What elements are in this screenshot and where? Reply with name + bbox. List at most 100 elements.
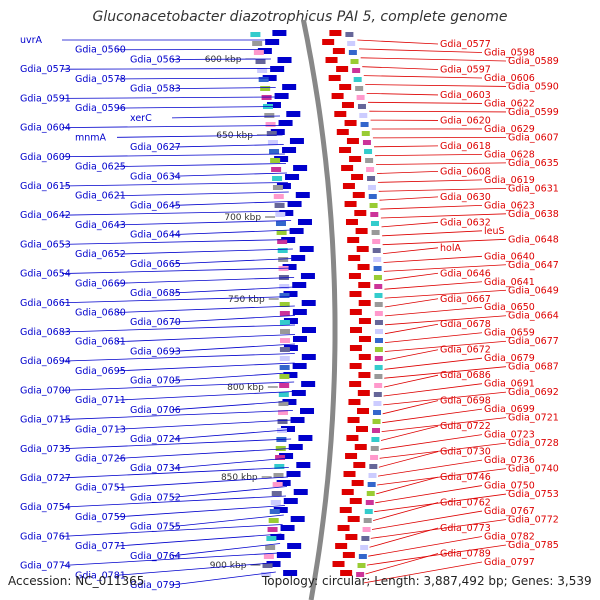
gene-feature xyxy=(372,239,381,244)
leader-line-left xyxy=(171,457,290,469)
leader-line-right xyxy=(381,417,507,432)
gene-feature xyxy=(267,140,278,145)
leader-line-left xyxy=(61,125,282,128)
leader-line-right xyxy=(357,39,439,45)
gene-label-right: Gdia_0632 xyxy=(440,217,491,228)
gene-feature xyxy=(279,347,290,352)
gene-feature xyxy=(269,149,280,154)
gene-block-right xyxy=(341,489,354,495)
gene-feature xyxy=(275,221,286,226)
gene-label-right: Gdia_0629 xyxy=(484,124,535,135)
gene-block-left xyxy=(274,156,289,162)
gene-block-right xyxy=(358,318,371,324)
gene-feature xyxy=(279,293,290,298)
gene-block-right xyxy=(358,354,371,360)
gene-label-right: Gdia_0620 xyxy=(440,115,491,126)
leader-line-left xyxy=(171,486,288,498)
leader-line-left xyxy=(116,305,295,313)
gene-block-right xyxy=(348,255,361,261)
gene-feature xyxy=(273,194,284,199)
leader-line-right xyxy=(363,561,483,584)
gene-label-right: Gdia_0722 xyxy=(440,421,491,432)
gene-block-left xyxy=(282,399,297,405)
gene-block-left xyxy=(279,210,294,216)
gene-block-right xyxy=(354,210,367,216)
gene-block-right xyxy=(332,48,345,54)
gene-feature xyxy=(278,401,289,406)
leader-line-right xyxy=(382,230,483,237)
gene-feature xyxy=(273,473,284,478)
gene-feature xyxy=(257,68,268,73)
gene-block-right xyxy=(347,417,360,423)
leader-line-left xyxy=(171,514,284,528)
gene-label-left: Gdia_0644 xyxy=(130,230,181,241)
gene-label-left: Gdia_0693 xyxy=(130,346,181,357)
gene-label-left: Gdia_0670 xyxy=(130,317,181,328)
gene-label-left: Gdia_0705 xyxy=(130,376,181,387)
leader-line-right xyxy=(368,101,483,104)
gene-feature xyxy=(253,50,264,55)
gene-label-right: Gdia_0603 xyxy=(440,90,491,101)
gene-feature xyxy=(373,410,382,415)
leader-line-right xyxy=(384,289,507,299)
gene-block-right xyxy=(343,471,356,477)
gene-feature xyxy=(369,464,378,469)
leader-line-left xyxy=(171,115,281,119)
gene-label-right: Gdia_0753 xyxy=(508,489,559,500)
gene-feature xyxy=(358,554,367,559)
gene-label-right: Gdia_0746 xyxy=(440,472,491,483)
leader-line-left xyxy=(116,248,293,255)
gene-block-left xyxy=(295,192,310,198)
accession-text: Accession: NC_011365 xyxy=(8,574,145,588)
gene-label-right: Gdia_0638 xyxy=(508,209,559,220)
leader-line-right xyxy=(383,374,439,388)
gene-feature xyxy=(367,185,376,190)
gene-label-right: Gdia_0577 xyxy=(440,39,491,50)
gene-feature xyxy=(370,212,379,217)
gene-label-left: Gdia_0578 xyxy=(75,74,126,85)
leader-line-left xyxy=(116,277,295,284)
leader-line-left xyxy=(116,505,285,518)
gene-label-left: Gdia_0654 xyxy=(20,269,71,280)
gene-block-left xyxy=(276,480,291,486)
gene-label-right: Gdia_0619 xyxy=(484,175,535,186)
gene-label-left: Gdia_0793 xyxy=(130,580,181,591)
leader-line-right xyxy=(378,187,507,192)
gene-feature xyxy=(374,284,383,289)
gene-label-right: Gdia_0640 xyxy=(484,251,535,262)
leader-line-right xyxy=(379,196,439,201)
gene-feature xyxy=(272,185,283,190)
gene-feature xyxy=(258,77,269,82)
gene-block-right xyxy=(336,66,349,72)
gene-feature xyxy=(279,383,290,388)
gene-block-right xyxy=(340,570,353,576)
gene-label-right: Gdia_0647 xyxy=(508,260,559,271)
leader-line-right xyxy=(384,272,439,281)
leader-line-right xyxy=(378,451,439,468)
gene-label-right: Gdia_0679 xyxy=(484,353,535,364)
scale-tick-label: 750 kbp xyxy=(228,295,265,305)
gene-block-right xyxy=(344,120,357,126)
gene-label-left: Gdia_0761 xyxy=(20,531,71,542)
gene-block-right xyxy=(349,363,362,369)
gene-label-left: Gdia_0642 xyxy=(20,210,71,221)
gene-label-right: Gdia_0608 xyxy=(440,166,491,177)
gene-feature xyxy=(361,131,370,136)
gene-block-right xyxy=(337,525,350,531)
gene-block-right xyxy=(344,201,357,207)
leader-line-left xyxy=(171,571,276,586)
gene-label-left: Gdia_0665 xyxy=(130,259,181,270)
gene-block-right xyxy=(349,345,362,351)
gene-feature xyxy=(279,356,290,361)
gene-feature xyxy=(370,221,379,226)
gene-block-left xyxy=(300,408,315,414)
gene-label-left: Gdia_0563 xyxy=(130,54,181,65)
leader-line-left xyxy=(171,343,295,352)
gene-block-right xyxy=(349,309,362,315)
gene-label-right: Gdia_0797 xyxy=(484,557,535,568)
gene-label-right: Gdia_0677 xyxy=(508,336,559,347)
gene-feature xyxy=(348,50,357,55)
gene-block-left xyxy=(283,498,298,504)
gene-block-right xyxy=(355,426,368,432)
gene-block-right xyxy=(329,30,342,36)
